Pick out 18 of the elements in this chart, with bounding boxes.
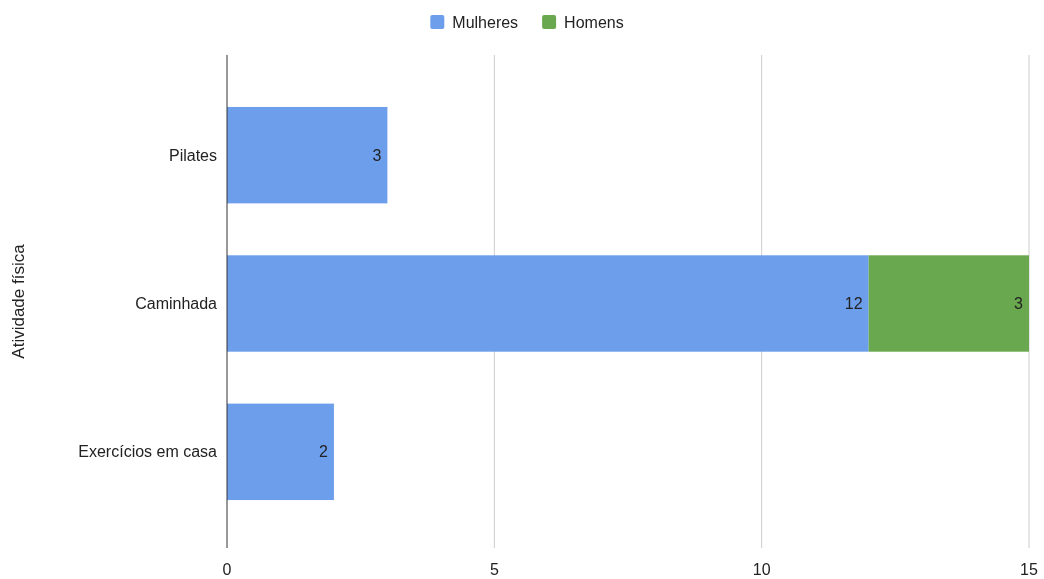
bar (227, 106, 388, 204)
legend-label: Homens (564, 13, 624, 31)
y-tick-label: Exercícios em casa (78, 443, 218, 461)
bar (868, 255, 1029, 352)
x-tick-label: 10 (752, 561, 771, 578)
x-tick-label: 0 (222, 561, 232, 578)
data-label: 2 (319, 443, 329, 461)
bar (227, 255, 869, 352)
bar (227, 403, 334, 501)
x-tick-label: 15 (1020, 561, 1038, 578)
y-tick-label: Pilates (168, 146, 217, 164)
x-tick-label: 5 (489, 561, 499, 578)
legend-label: Mulheres (452, 13, 519, 31)
data-label: 3 (1014, 295, 1024, 313)
data-label: 12 (844, 295, 863, 313)
y-axis-title: Atividade física (9, 243, 28, 359)
data-label: 3 (372, 146, 382, 164)
y-tick-label: Caminhada (135, 295, 218, 313)
